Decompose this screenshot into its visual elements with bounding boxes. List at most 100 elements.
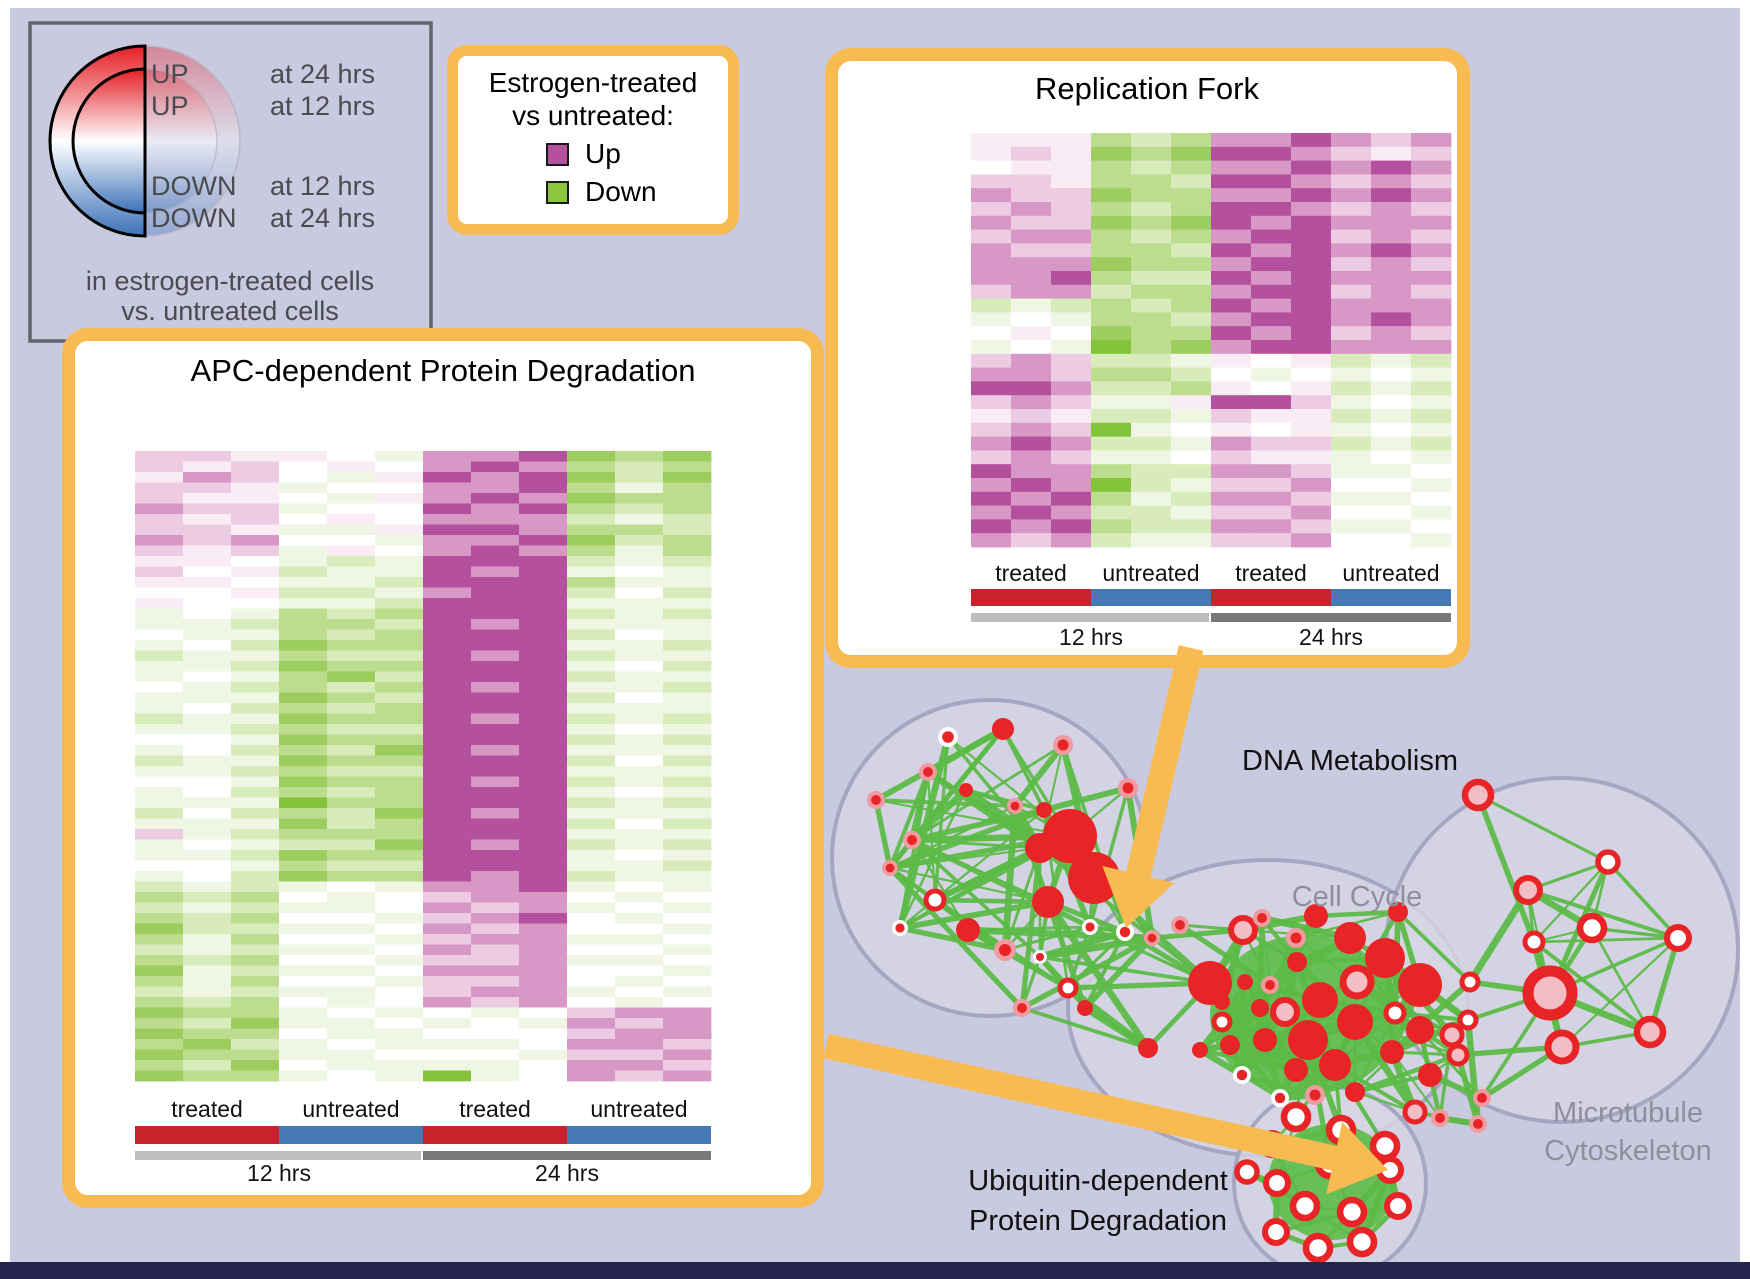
network-node [1043, 809, 1097, 863]
network-node [1220, 1035, 1240, 1055]
network-node [1334, 922, 1366, 954]
legend-time-3: at 24 hrs [270, 203, 375, 233]
network-node [1289, 1190, 1321, 1222]
apc-heatmap-grid [135, 451, 712, 1082]
network-node [1192, 1042, 1208, 1058]
apc-condition-bar [279, 1126, 423, 1144]
legend-dir-3: DOWN [151, 203, 236, 233]
apc-canvas: APC-dependent Protein Degradation treate… [135, 353, 712, 1186]
network-node [1270, 997, 1300, 1027]
network-node [1077, 1000, 1093, 1016]
legend-footer-1: in estrogen-treated cells [86, 266, 374, 296]
connector-arrow [1102, 645, 1204, 928]
network-node [1234, 1159, 1260, 1185]
network-node [1280, 1101, 1312, 1133]
replication-axis-labels: treated untreated treated untreated 12 hrs 24… [971, 560, 1451, 650]
network-node [1036, 802, 1052, 818]
network-node [1513, 875, 1543, 905]
legend-updown-title-1: Estrogen-treated [488, 67, 698, 98]
network-node [1439, 1022, 1465, 1048]
legend-time-2: at 12 hrs [270, 171, 375, 201]
network-node [1446, 1043, 1470, 1067]
apc-24hrs-bar [423, 1151, 711, 1160]
network-node [1007, 798, 1023, 814]
legend-updown-title-2: vs untreated: [512, 100, 674, 131]
network-node [956, 918, 980, 942]
updown-circles-glyph [48, 44, 241, 238]
replication-group-label: untreated [1102, 560, 1199, 586]
network-node [1286, 928, 1306, 948]
replication-condition-bar [971, 589, 1091, 606]
network-node [1211, 1011, 1233, 1033]
network-node [1057, 977, 1079, 999]
network-node [1171, 916, 1189, 934]
network-node [923, 888, 947, 912]
network-node [1457, 1009, 1479, 1031]
network-node [903, 831, 921, 849]
legend-item-up: Up [546, 138, 728, 170]
network-node [1138, 1038, 1158, 1058]
network-node [1304, 904, 1328, 928]
network-node [1188, 961, 1232, 1005]
network-label-ubiquitin-2: Protein Degradation [969, 1205, 1227, 1237]
apc-panel: APC-dependent Protein Degradation treate… [62, 328, 824, 1208]
network-node [1262, 1168, 1292, 1198]
network-node [1365, 938, 1405, 978]
network-node [938, 727, 958, 747]
network-node [1345, 1082, 1365, 1102]
legend-footer-2: vs. untreated cells [121, 296, 339, 326]
network-node [1261, 976, 1279, 994]
network-node [1288, 1020, 1328, 1060]
connector-arrow [823, 1033, 1388, 1195]
network-node [1013, 999, 1031, 1017]
apc-group-label: untreated [590, 1096, 687, 1122]
network-node [1388, 902, 1408, 922]
network-node [1033, 950, 1047, 964]
network-node [1287, 952, 1307, 972]
network-nodes [867, 718, 1693, 1264]
network-node [1431, 1109, 1449, 1127]
legend-dir-2: DOWN [151, 171, 236, 201]
replication-group-label: treated [995, 560, 1067, 586]
apc-condition-bar [423, 1126, 567, 1144]
legend-dir-1: UP [151, 91, 189, 121]
network-node [1337, 1004, 1373, 1040]
network-node [1228, 915, 1258, 945]
network-node [1237, 974, 1253, 990]
network-node [919, 763, 937, 781]
replication-fork-canvas: Replication Fork treated untreated treated… [971, 71, 1452, 650]
legend-time-1: at 12 hrs [270, 91, 375, 121]
network-node [1383, 1001, 1407, 1025]
network-node [1118, 778, 1138, 798]
replication-condition-bar [1211, 589, 1331, 606]
network-node [1459, 971, 1481, 993]
network-label-ubiquitin-1: Ubiquitin-dependent [968, 1165, 1228, 1197]
network-node [1336, 1196, 1368, 1228]
network-node [1406, 1016, 1434, 1044]
network-node [1305, 1085, 1325, 1105]
network-node [1233, 1066, 1251, 1084]
network-node [1544, 1029, 1580, 1065]
down-label: Down [585, 176, 657, 207]
network-label-dna-metabolism: DNA Metabolism [1242, 745, 1458, 777]
network-node [1663, 923, 1693, 953]
network-node [1251, 999, 1269, 1017]
network-node [1253, 1028, 1277, 1052]
network-node [1380, 1040, 1404, 1064]
apc-group-label: treated [459, 1096, 531, 1122]
network-node [867, 791, 885, 809]
network-node [1068, 852, 1120, 904]
replication-time-label: 12 hrs [1059, 624, 1123, 650]
network-node [1383, 1191, 1413, 1221]
network-node [1461, 778, 1495, 812]
replication-time-label: 24 hrs [1299, 624, 1363, 650]
legend-item-down: Down [546, 176, 728, 208]
apc-condition-bar [567, 1126, 711, 1144]
down-color-swatch [546, 180, 569, 204]
network-node [1116, 923, 1134, 941]
network-node [1369, 1130, 1401, 1162]
network-node [1469, 1115, 1487, 1133]
replication-condition-bar [1091, 589, 1211, 606]
network-node [1082, 919, 1098, 935]
